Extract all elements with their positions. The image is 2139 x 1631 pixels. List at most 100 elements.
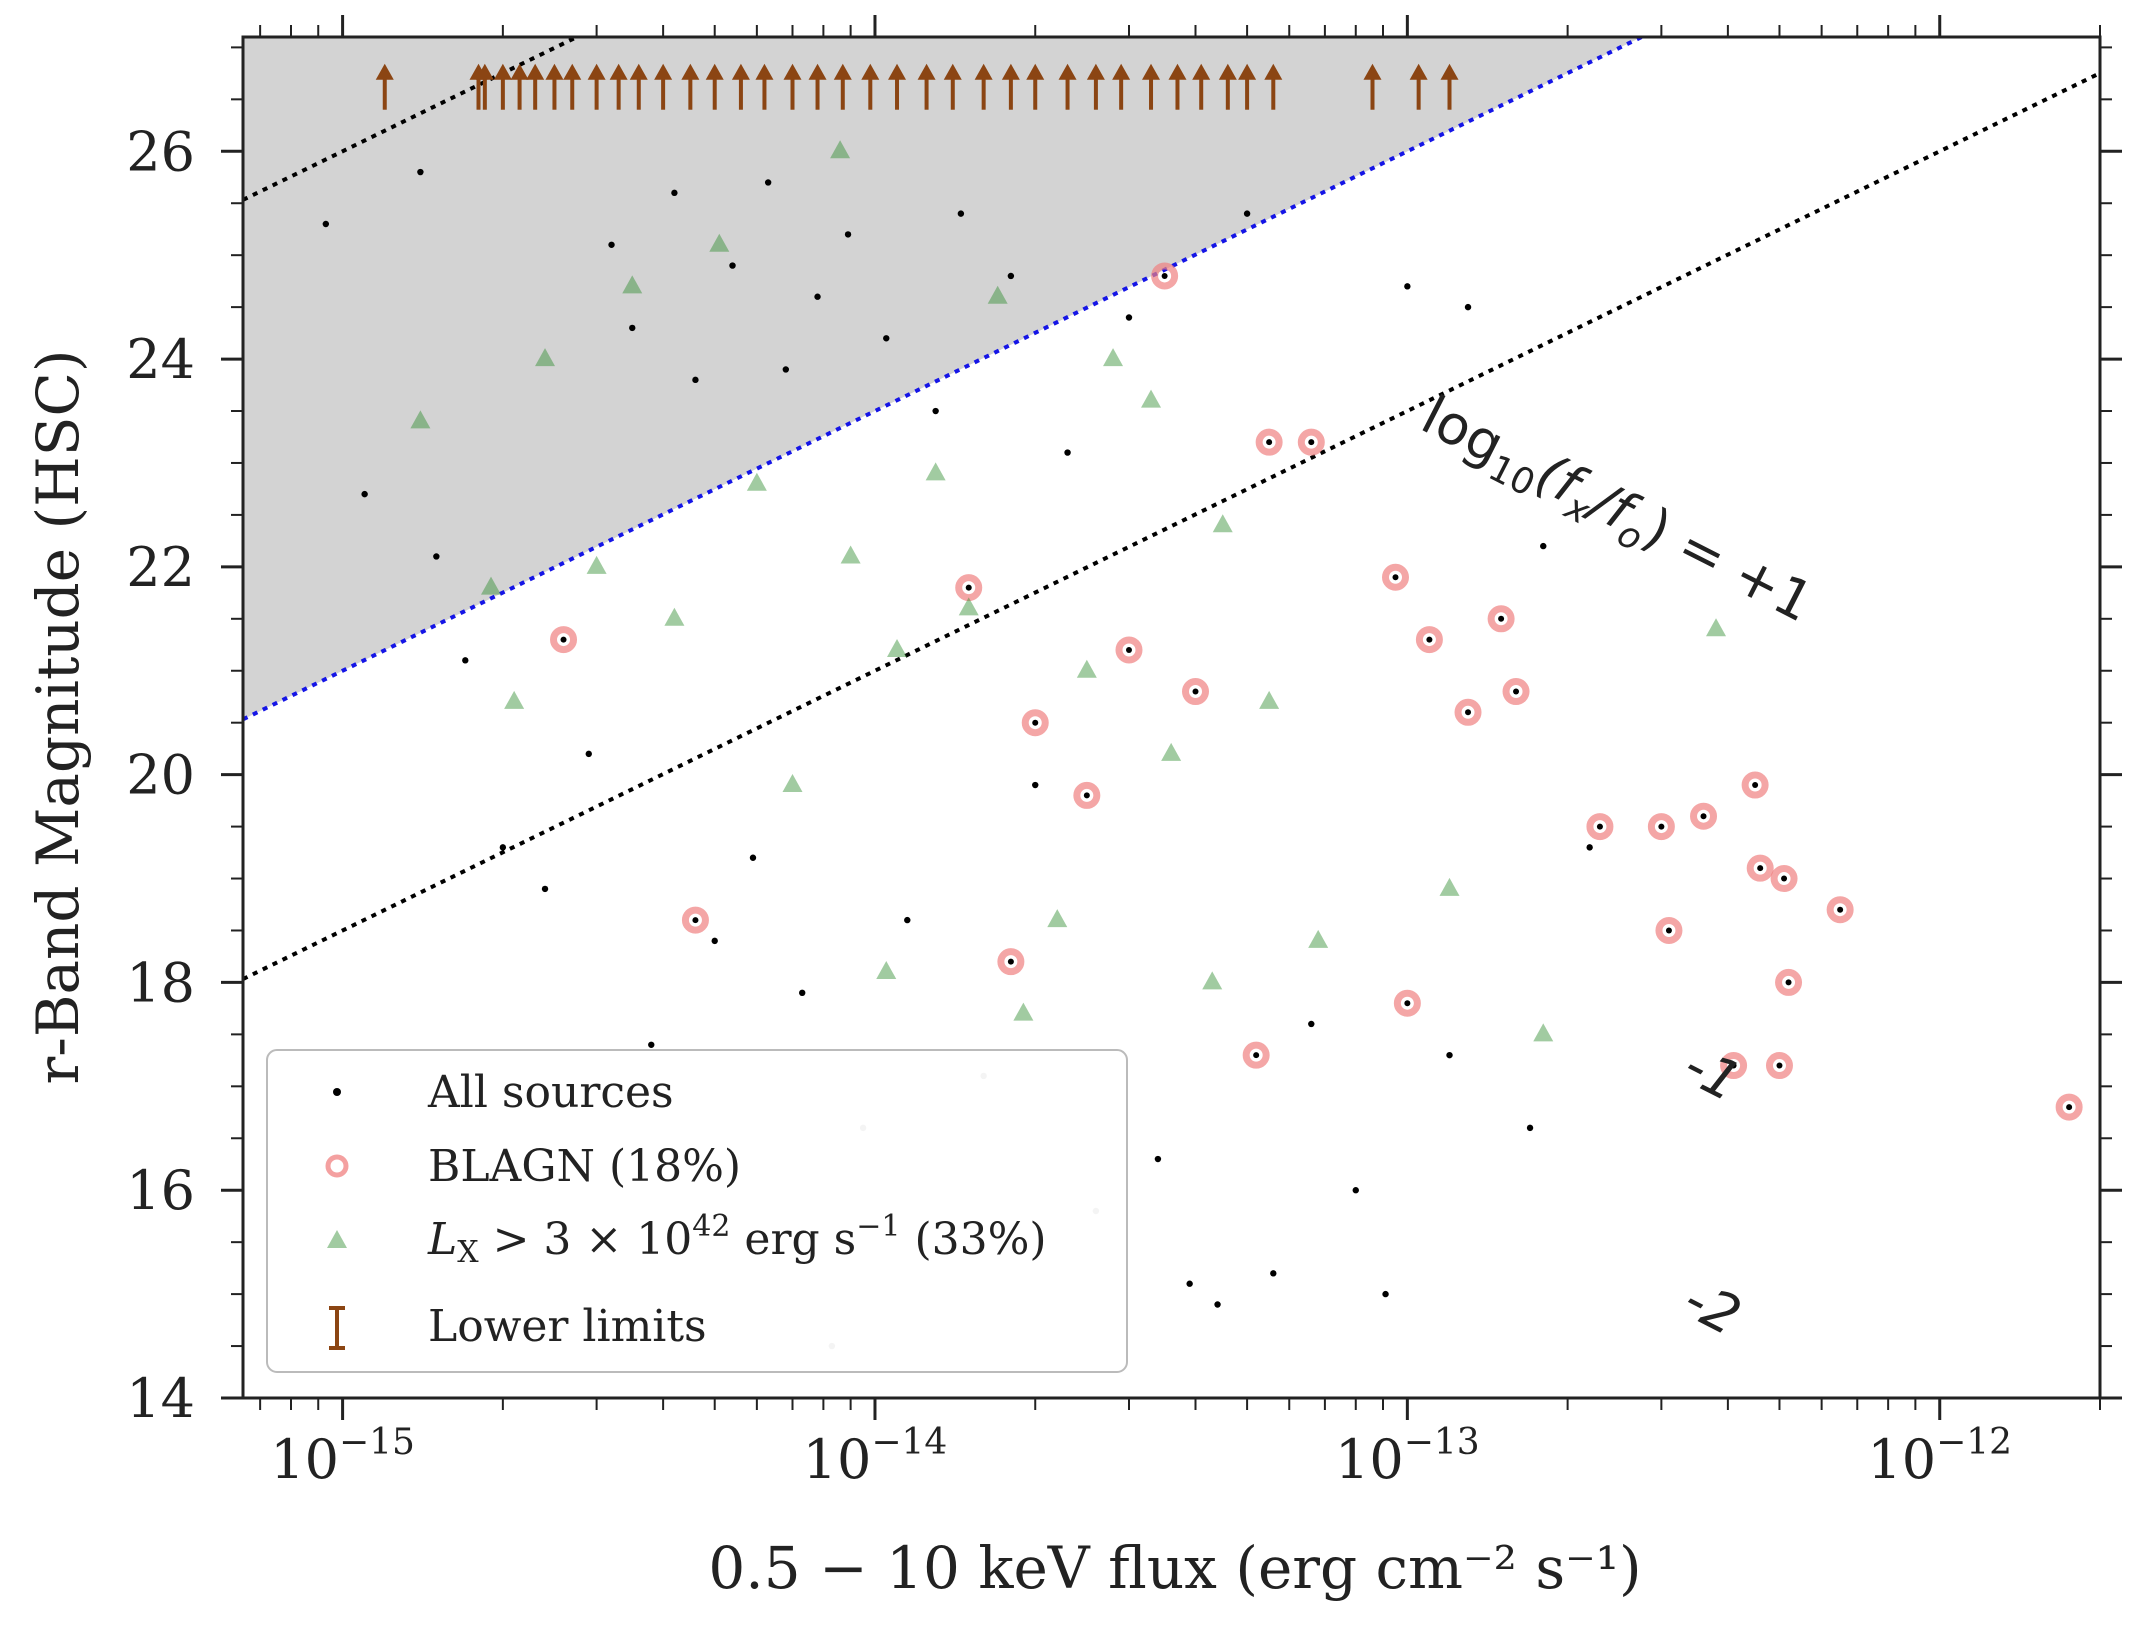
- lx-point: [1103, 348, 1124, 367]
- blagn-point: [1115, 636, 1143, 664]
- x-tick-labels: 10−15 10−14 10−13 10−12: [270, 1422, 2012, 1491]
- blagn-point: [1770, 865, 1798, 893]
- lower-limit-arrowhead: [1112, 63, 1131, 80]
- lower-limit-arrowhead: [510, 63, 529, 80]
- blagn-core: [1392, 574, 1399, 581]
- reference-line: [243, 37, 1647, 722]
- lower-limit-arrowhead: [731, 63, 750, 80]
- blagn-point: [550, 626, 578, 654]
- blagn-core: [1253, 1052, 1260, 1059]
- blagn-point: [997, 948, 1025, 976]
- y-tick-labels: 14 16 18 20 22 24 26: [126, 120, 195, 1430]
- legend-marker-lx: [327, 1230, 347, 1248]
- blagn-point: [1502, 678, 1530, 706]
- blagn-core: [1083, 792, 1090, 799]
- source-point: [608, 241, 615, 248]
- blagn-core: [1730, 1062, 1737, 1069]
- legend-label-lower: Lower limits: [428, 1301, 707, 1352]
- lower-limit-arrowhead: [808, 63, 827, 80]
- blagn-point: [1073, 781, 1101, 809]
- blagn-point: [1242, 1041, 1270, 1069]
- source-point: [1186, 1280, 1193, 1287]
- lx-point: [1439, 877, 1460, 896]
- source-point: [1270, 1270, 1277, 1277]
- source-point: [499, 844, 507, 851]
- lower-limit-arrowhead: [375, 63, 394, 80]
- source-point: [648, 1041, 655, 1048]
- lx-point: [709, 233, 730, 252]
- lower-limit-arrowhead: [861, 63, 880, 80]
- lx-point: [1076, 659, 1097, 678]
- source-point: [799, 989, 806, 997]
- lx-point: [1706, 618, 1727, 637]
- lower-limit-arrowhead: [1168, 63, 1187, 80]
- blagn-point: [1454, 698, 1482, 726]
- source-point: [1464, 303, 1472, 311]
- lx-point: [410, 410, 431, 429]
- y-tick-label: 20: [126, 744, 195, 807]
- blagn-core: [1308, 439, 1315, 446]
- lx-point: [840, 545, 861, 564]
- legend-label-lx: LX > 3 × 1042 erg s−1 (33%): [427, 1209, 1047, 1270]
- lx-point: [987, 285, 1008, 304]
- source-point: [541, 885, 549, 893]
- lower-limit-arrowhead: [783, 63, 802, 80]
- lx-point: [481, 576, 502, 595]
- blagn-core: [1781, 875, 1788, 882]
- lower-limit-arrowhead: [493, 63, 512, 80]
- x-axis-title: 0.5 − 10 keV flux (erg cm⁻² s⁻¹): [708, 1534, 1641, 1602]
- lower-limit-arrowhead: [1363, 63, 1382, 80]
- source-point: [844, 231, 852, 238]
- blagn-core: [1757, 865, 1764, 872]
- blagn-core: [1161, 272, 1168, 279]
- source-point: [764, 179, 772, 186]
- lx-point: [586, 555, 607, 574]
- lx-point: [958, 597, 979, 616]
- blagn-point: [1151, 262, 1179, 290]
- lower-limit-arrowhead: [943, 63, 962, 80]
- x-tick-label: 10−12: [1867, 1422, 2012, 1491]
- source-point: [729, 262, 736, 269]
- source-point: [585, 750, 592, 758]
- lower-limit-arrowhead: [705, 63, 724, 80]
- source-point: [433, 553, 440, 560]
- blagn-core: [965, 584, 972, 591]
- blagn-point: [1586, 813, 1614, 841]
- lower-limit-arrowhead: [1409, 63, 1428, 80]
- lx-point: [664, 607, 685, 626]
- legend: All sources BLAGN (18%) LX > 3 × 1042 er…: [266, 1049, 1128, 1373]
- blagn-core: [1776, 1062, 1783, 1069]
- source-point: [1352, 1187, 1359, 1194]
- blagn-core: [1007, 958, 1014, 965]
- legend-label-blagn: BLAGN (18%): [428, 1141, 741, 1192]
- lx-point: [746, 472, 767, 491]
- blagn-core: [1192, 688, 1199, 695]
- lower-limit-arrowhead: [475, 63, 494, 80]
- reference-line: [243, 71, 2100, 981]
- source-point: [814, 293, 821, 300]
- blagn-point: [1746, 854, 1774, 882]
- y-tick-label: 14: [126, 1367, 195, 1430]
- legend-label-all: All sources: [427, 1067, 674, 1118]
- lower-limit-arrowhead: [1238, 63, 1257, 80]
- blagn-point: [1182, 678, 1210, 706]
- source-point: [1214, 1301, 1221, 1308]
- lower-limit-arrowhead: [563, 63, 582, 80]
- lx-point: [1212, 514, 1233, 533]
- lx-point: [1533, 1023, 1554, 1042]
- blagn-core: [692, 917, 699, 924]
- source-point: [462, 657, 469, 664]
- blagn-core: [1404, 1000, 1411, 1007]
- blagn-point: [1487, 605, 1515, 633]
- blagn-point: [1415, 626, 1443, 654]
- source-point: [1540, 542, 1547, 550]
- lx-point: [504, 690, 525, 709]
- lx-point: [1259, 690, 1280, 709]
- source-point: [1064, 449, 1071, 456]
- blagn-core: [1665, 927, 1672, 934]
- source-point: [692, 376, 699, 384]
- lower-limit-arrowhead: [654, 63, 673, 80]
- plot-area: [243, 37, 2100, 1350]
- blagn-point: [1720, 1052, 1748, 1080]
- blagn-core: [1596, 823, 1603, 830]
